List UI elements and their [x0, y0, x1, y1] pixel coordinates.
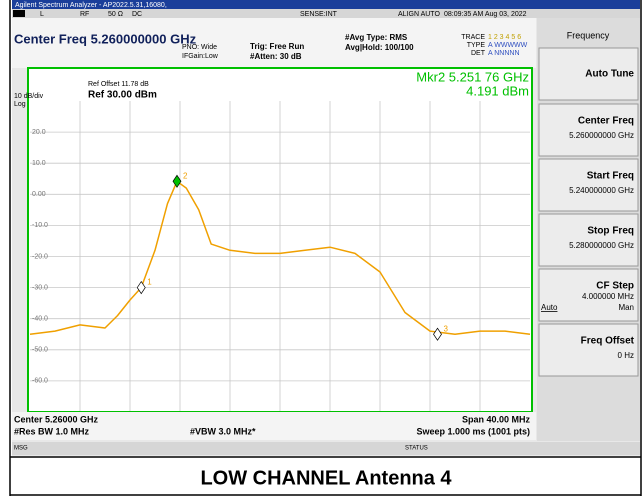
footer-sweep: Sweep 1.000 ms (1001 pts) — [416, 426, 530, 436]
det-val: A NNNNN — [488, 50, 520, 57]
softkey-value: 5.280000000 GHz — [569, 241, 634, 250]
y-tick-label: -60.0 — [32, 378, 48, 385]
status-item: RF — [80, 11, 89, 18]
softkey[interactable] — [538, 323, 639, 377]
softkey-label: Center Freq — [578, 116, 634, 127]
softkey-value: 5.260000000 GHz — [569, 131, 634, 140]
atten: #Atten: 30 dB — [250, 52, 302, 61]
footer-vbw: #VBW 3.0 MHz* — [190, 426, 256, 436]
softkey-value: 0 Hz — [618, 351, 634, 360]
ifgain: IFGain:Low — [182, 53, 219, 60]
status: STATUS — [405, 446, 428, 452]
ref-offset: Ref Offset 11.78 dB — [88, 81, 149, 88]
marker-label: 2 — [183, 171, 188, 180]
status-icon — [13, 10, 25, 17]
softkey-option: Man — [618, 303, 634, 312]
softkey[interactable] — [538, 268, 639, 322]
softkey-label: CF Step — [596, 281, 634, 292]
footer-center: Center 5.26000 GHz — [14, 414, 99, 424]
status-item: SENSE:INT — [300, 11, 338, 18]
header — [12, 18, 536, 68]
det-label: DET — [471, 50, 486, 57]
log: Log — [14, 101, 26, 108]
y-tick-label: 20.0 — [32, 129, 46, 136]
marker-freq: Mkr2 5.251 76 GHz — [416, 69, 529, 84]
softkey[interactable] — [538, 158, 639, 212]
softkey-value: 5.240000000 GHz — [569, 186, 634, 195]
marker — [136, 280, 146, 295]
y-tick-label: -30.0 — [32, 284, 48, 291]
marker — [172, 174, 182, 188]
marker-label: 1 — [147, 278, 152, 287]
status-item: L — [40, 11, 44, 18]
softkey-label: Freq Offset — [581, 336, 635, 347]
softkey-label: Stop Freq — [587, 226, 634, 237]
trace-nums: 1 2 3 4 5 6 — [488, 34, 521, 41]
msg: MSG — [14, 446, 28, 452]
caption: LOW CHANNEL Antenna 4 — [200, 467, 452, 489]
softkey-label: Auto Tune — [585, 69, 634, 80]
softkey-option: Auto — [541, 303, 558, 312]
y-tick-label: -40.0 — [32, 316, 48, 323]
trace — [29, 180, 531, 336]
status-item: ALIGN AUTO — [398, 11, 440, 18]
status-item: 08:09:35 AM Aug 03, 2022 — [444, 11, 527, 18]
y-tick-label: 10.0 — [32, 160, 46, 167]
type-label: TYPE — [467, 42, 486, 49]
trace-label: TRACE — [461, 34, 485, 41]
y-tick-label: 0.00 — [32, 191, 46, 198]
marker — [433, 327, 442, 341]
scale: 10 dB/div — [14, 93, 44, 100]
softkey[interactable] — [538, 103, 639, 157]
softkeys: Auto Tune Center Freq 5.260000000 GHz Start… — [538, 47, 639, 377]
type-val: A WWWWW — [488, 42, 528, 49]
y-tick-label: -50.0 — [32, 347, 48, 354]
marker-label: 3 — [444, 324, 449, 333]
center-freq: Center Freq 5.260000000 GHz — [14, 31, 197, 46]
softkey-title: Frequency — [567, 30, 610, 40]
footer-span: Span 40.00 MHz — [462, 414, 531, 424]
message-bar — [12, 442, 640, 455]
title-text: Agilent Spectrum Analyzer - AP2022.5.31,… — [15, 2, 167, 9]
softkey-label: Start Freq — [587, 171, 634, 182]
footer — [12, 412, 536, 440]
y-tick-label: -20.0 — [32, 253, 48, 260]
footer-res-bw: #Res BW 1.0 MHz — [14, 426, 90, 436]
status-item: 50 Ω — [108, 11, 123, 18]
softkey[interactable] — [538, 47, 639, 101]
ref-level: Ref 30.00 dBm — [88, 90, 157, 101]
avg-hold: Avg|Hold: 100/100 — [345, 43, 414, 52]
plot: 20.0 10.0 0.00 -10.0 -20.0 -30.0 -40.0 -50.0 -60… — [29, 101, 531, 412]
y-tick-label: -10.0 — [32, 222, 48, 229]
pno: PNO: Wide — [182, 44, 217, 51]
softkey[interactable] — [538, 213, 639, 267]
marker-value: 4.191 dBm — [466, 83, 529, 98]
status-item: DC — [132, 11, 142, 18]
status-row — [12, 9, 640, 18]
avg-type: #Avg Type: RMS — [345, 33, 408, 42]
softkey-value: 4.000000 MHz — [582, 292, 634, 301]
trig: Trig: Free Run — [250, 42, 304, 51]
title-bar — [12, 0, 640, 9]
